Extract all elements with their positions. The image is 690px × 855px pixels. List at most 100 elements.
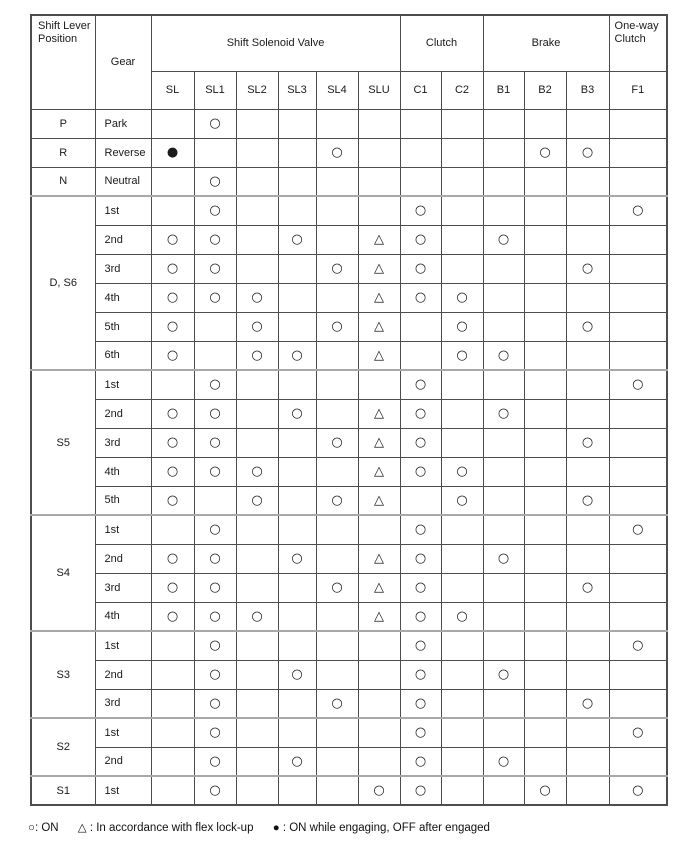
cell-empty <box>235 369 279 400</box>
cell-empty <box>357 195 401 226</box>
cell-empty <box>608 282 668 313</box>
cell-empty <box>523 543 567 574</box>
cell-empty <box>440 746 484 777</box>
cell-empty <box>235 717 279 748</box>
cell-f1-symbol: ○ <box>608 369 668 400</box>
cell-empty <box>482 166 525 197</box>
table-row: 4th ○ ○ ○ △ ○ ○ <box>31 456 668 487</box>
cell-slu-symbol: △ <box>357 311 401 342</box>
cell-empty <box>608 108 668 139</box>
cell-empty <box>315 166 359 197</box>
cell-sl1-symbol: ○ <box>193 108 237 139</box>
cell-b1-symbol: ○ <box>482 659 525 690</box>
cell-empty <box>277 369 317 400</box>
header-group-one-way-clutch: One-way Clutch <box>608 14 668 72</box>
gear-label: 2nd <box>94 746 152 777</box>
gear-label: 2nd <box>94 659 152 690</box>
cell-slu-symbol: △ <box>357 543 401 574</box>
cell-sl-symbol: ○ <box>150 253 195 284</box>
cell-sl1-symbol: ○ <box>193 456 237 487</box>
cell-sl1-symbol: ○ <box>193 195 237 226</box>
gear-label: 4th <box>94 282 152 313</box>
cell-b3-symbol: ○ <box>565 572 610 603</box>
cell-empty <box>565 108 610 139</box>
cell-empty <box>608 746 668 777</box>
cell-sl1-symbol: ○ <box>193 253 237 284</box>
cell-sl2-symbol: ○ <box>235 601 279 632</box>
cell-empty <box>608 572 668 603</box>
cell-sl-symbol: ○ <box>150 311 195 342</box>
cell-empty <box>150 659 195 690</box>
gear-label: 2nd <box>94 224 152 255</box>
cell-empty <box>150 369 195 400</box>
cell-empty <box>357 166 401 197</box>
cell-sl3-symbol: ○ <box>277 746 317 777</box>
gear-label: 1st <box>94 369 152 400</box>
cell-empty <box>235 166 279 197</box>
cell-empty <box>608 224 668 255</box>
cell-c2-symbol: ○ <box>440 601 484 632</box>
cell-empty <box>235 137 279 168</box>
cell-sl2-symbol: ○ <box>235 311 279 342</box>
column-header-sl2: SL2 <box>235 70 279 110</box>
cell-empty <box>150 166 195 197</box>
cell-empty <box>440 398 484 429</box>
cell-empty <box>235 224 279 255</box>
cell-empty <box>565 601 610 632</box>
lever-position-n: N <box>30 166 96 197</box>
cell-sl2-symbol: ○ <box>235 485 279 516</box>
cell-sl-symbol: ○ <box>150 572 195 603</box>
header-gear: Gear <box>94 14 152 110</box>
cell-f1-symbol: ○ <box>608 775 668 806</box>
cell-empty <box>565 775 610 806</box>
cell-empty <box>357 688 401 719</box>
cell-sl-symbol: ● <box>150 137 195 168</box>
cell-slu-symbol: △ <box>357 282 401 313</box>
cell-empty <box>440 514 484 545</box>
cell-empty <box>523 195 567 226</box>
table-row: S2 1st ○ ○ ○ <box>30 717 668 777</box>
cell-empty <box>235 746 279 777</box>
cell-empty <box>608 543 668 574</box>
cell-sl4-symbol: ○ <box>315 688 359 719</box>
table-row: S1 1st ○ ○ ○ ○ ○ <box>30 775 668 806</box>
cell-sl3-symbol: ○ <box>277 224 317 255</box>
cell-empty <box>482 456 525 487</box>
cell-empty <box>608 311 668 342</box>
cell-empty <box>523 224 567 255</box>
cell-empty <box>565 514 610 545</box>
cell-empty <box>315 659 359 690</box>
table-row: R Reverse ● ○ ○ ○ <box>30 137 668 168</box>
cell-b2-symbol: ○ <box>523 775 567 806</box>
cell-empty <box>523 485 567 516</box>
cell-empty <box>315 108 359 139</box>
header-group-clutch: Clutch <box>399 14 484 72</box>
cell-b3-symbol: ○ <box>565 485 610 516</box>
cell-empty <box>440 572 484 603</box>
cell-sl3-symbol: ○ <box>277 543 317 574</box>
cell-empty <box>277 717 317 748</box>
gear-label: 1st <box>94 775 152 806</box>
cell-empty <box>235 398 279 429</box>
cell-empty <box>523 717 567 748</box>
cell-empty <box>399 311 442 342</box>
cell-empty <box>315 195 359 226</box>
table-row: 4th ○ ○ ○ △ ○ ○ <box>31 601 668 632</box>
cell-empty <box>523 282 567 313</box>
cell-sl1-symbol: ○ <box>193 398 237 429</box>
cell-empty <box>193 311 237 342</box>
cell-empty <box>150 108 195 139</box>
cell-empty <box>565 282 610 313</box>
cell-sl-symbol: ○ <box>150 485 195 516</box>
gear-label: 3rd <box>94 688 152 719</box>
header-columns-row: SL SL1 SL2 SL3 SL4 SLU C1 C2 B1 B2 B3 F1 <box>31 70 668 110</box>
cell-empty <box>608 398 668 429</box>
column-header-b1: B1 <box>482 70 525 110</box>
cell-sl4-symbol: ○ <box>315 572 359 603</box>
gear-label: 4th <box>94 456 152 487</box>
cell-sl3-symbol: ○ <box>277 398 317 429</box>
cell-b1-symbol: ○ <box>482 398 525 429</box>
header-shift-lever-position: Shift Lever Position <box>30 14 96 110</box>
cell-empty <box>277 456 317 487</box>
cell-empty <box>523 688 567 719</box>
